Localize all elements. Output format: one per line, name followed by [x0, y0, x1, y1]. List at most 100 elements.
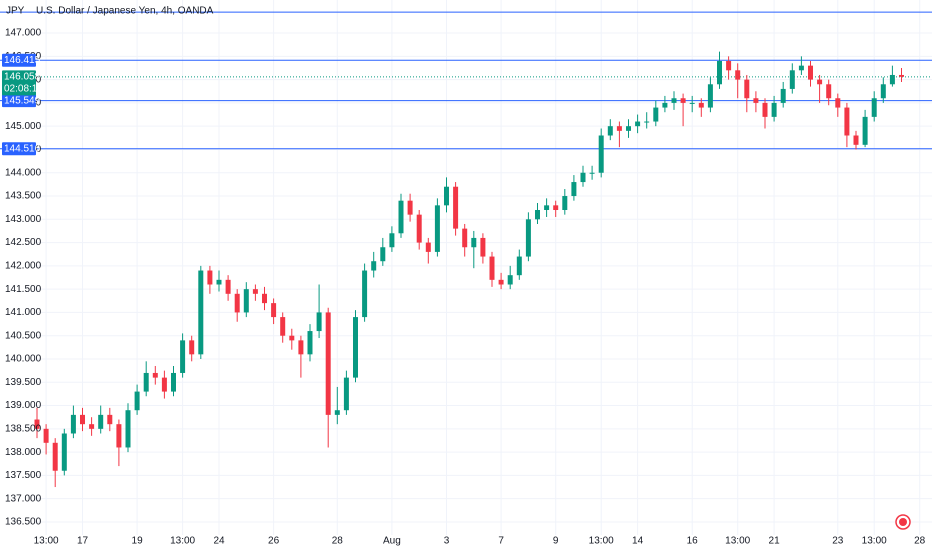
x-tick-label: 7 — [498, 536, 504, 547]
candle-body — [343, 377, 349, 411]
y-tick-label: 145.000 — [5, 121, 42, 132]
candle-body — [571, 182, 577, 197]
candle-body — [853, 135, 859, 145]
candle-body — [307, 331, 313, 355]
candle-body — [180, 340, 186, 373]
candle-body — [626, 126, 631, 131]
candle-body — [371, 261, 377, 271]
candle-body — [662, 102, 668, 108]
candle-body — [107, 414, 113, 425]
x-tick-label: Aug — [383, 536, 401, 547]
candle-body — [789, 70, 795, 89]
candle-body — [243, 289, 249, 313]
candle-body — [580, 172, 586, 183]
y-tick-label: 143.000 — [5, 214, 42, 225]
candle-body — [871, 98, 877, 117]
candle-body — [562, 196, 568, 210]
candle-body — [198, 270, 204, 355]
x-tick-label: 26 — [268, 536, 280, 547]
last-price-box — [2, 70, 36, 96]
candle-body — [298, 340, 304, 355]
labels: 136.500 137.000 137.500 138.000 138.500 139.0… — [2, 28, 926, 547]
candle-body — [880, 84, 886, 99]
candle-body — [234, 293, 240, 313]
candle-body — [389, 233, 395, 248]
y-tick-label: 137.500 — [5, 470, 42, 481]
candle-body — [826, 84, 832, 99]
y-tick-label: 142.000 — [5, 261, 42, 272]
candle-body — [762, 102, 768, 117]
candle-body — [271, 303, 277, 318]
candle-body — [161, 377, 167, 392]
candle-body — [780, 88, 786, 103]
x-tick-label: 14 — [632, 536, 644, 547]
candle-body — [134, 391, 140, 411]
candle-body — [189, 340, 195, 355]
candle-body — [89, 424, 95, 429]
candle-body — [80, 414, 85, 425]
candle-body — [726, 60, 732, 71]
levels — [0, 11, 932, 150]
y-tick-label: 143.500 — [5, 191, 42, 202]
y-tick-label: 140.000 — [5, 354, 42, 365]
candle-body — [862, 116, 868, 145]
candle-body — [398, 200, 404, 234]
y-tick-label: 141.500 — [5, 284, 42, 295]
candle-body — [817, 79, 823, 85]
candle-body — [61, 433, 67, 471]
candle-body — [98, 414, 104, 429]
candle-body — [362, 270, 368, 318]
x-tick-label: 17 — [77, 536, 89, 547]
x-tick-label: 28 — [332, 536, 344, 547]
candle-body — [544, 205, 550, 210]
candle-body — [380, 247, 386, 262]
candle-body — [889, 74, 895, 85]
x-tick-label: 13:00 — [34, 536, 59, 547]
symbol: JPY — [6, 6, 25, 17]
candle-body — [43, 428, 49, 443]
candle-body — [644, 121, 650, 123]
y-tick-label: 137.000 — [5, 493, 42, 504]
candle-body — [589, 172, 595, 174]
candle-body — [535, 209, 540, 220]
level-label-box — [2, 53, 36, 67]
candle-body — [616, 126, 622, 131]
candle-body — [152, 372, 158, 378]
chart-title: U.S. Dollar / Japanese Yen, 4h, OANDA — [36, 6, 214, 17]
level-label: 144.516 — [4, 143, 41, 154]
candle-body — [653, 107, 659, 122]
candle-body — [116, 424, 122, 448]
candle-body — [225, 279, 231, 294]
flag-icon — [895, 514, 911, 530]
candle-body — [771, 102, 777, 117]
candle-body — [125, 410, 131, 448]
candle-body — [899, 74, 904, 77]
candle-body — [353, 317, 358, 378]
candle-body — [425, 242, 431, 252]
candle-body — [635, 121, 641, 127]
y-tick-label: 139.000 — [5, 400, 42, 411]
y-tick-label: 136.500 — [5, 517, 42, 528]
candle-body — [289, 335, 295, 341]
candle-body — [34, 419, 40, 429]
candle-body — [216, 279, 222, 285]
candle-body — [171, 372, 176, 392]
x-tick-label: 19 — [132, 536, 144, 547]
candle-body — [507, 275, 513, 285]
candle-body — [334, 410, 340, 415]
candle-body — [444, 186, 449, 206]
candle-body — [252, 289, 258, 294]
x-tick-label: 3 — [444, 536, 450, 547]
candle-body — [471, 237, 477, 248]
candle-body — [671, 98, 677, 103]
level-label: 146.415 — [4, 55, 41, 66]
y-tick-label: 144.000 — [5, 167, 42, 178]
candle-body — [607, 126, 613, 136]
candle-body — [698, 102, 704, 108]
x-tick-label: 13:00 — [725, 536, 750, 547]
candle-body — [707, 84, 713, 108]
candle-body — [280, 317, 286, 336]
